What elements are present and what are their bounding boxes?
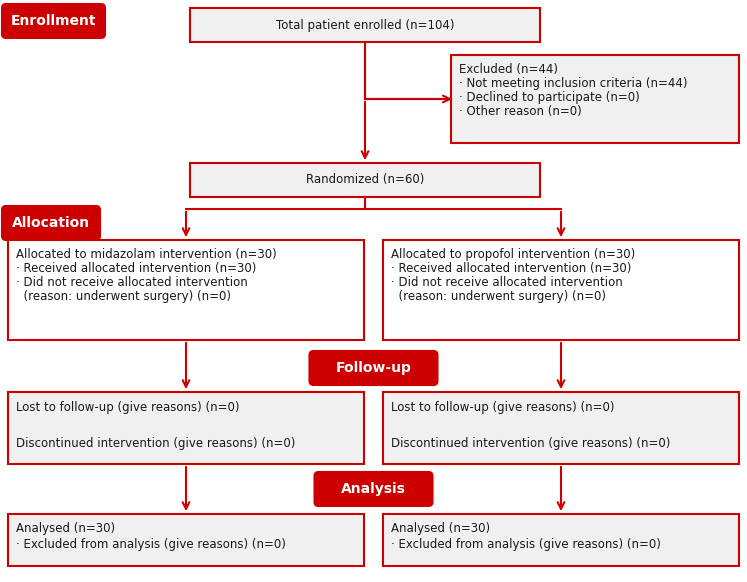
Bar (8, 514, 364, 566)
Text: Excluded (n=44): Excluded (n=44) (459, 63, 558, 76)
Text: · Received allocated intervention (n=30): · Received allocated intervention (n=30) (391, 262, 631, 275)
Bar (8, 240, 364, 340)
Text: Allocated to midazolam intervention (n=30): Allocated to midazolam intervention (n=3… (16, 248, 276, 261)
Bar (190, 8, 540, 42)
Bar (383, 392, 739, 464)
Text: · Did not receive allocated intervention: · Did not receive allocated intervention (16, 276, 248, 289)
FancyBboxPatch shape (309, 351, 438, 385)
FancyBboxPatch shape (2, 4, 105, 38)
Text: (reason: underwent surgery) (n=0): (reason: underwent surgery) (n=0) (16, 290, 231, 303)
Text: Discontinued intervention (give reasons) (n=0): Discontinued intervention (give reasons)… (391, 437, 670, 450)
Text: Lost to follow-up (give reasons) (n=0): Lost to follow-up (give reasons) (n=0) (16, 401, 240, 414)
Bar (383, 514, 739, 566)
Text: Allocated to propofol intervention (n=30): Allocated to propofol intervention (n=30… (391, 248, 635, 261)
Text: Analysed (n=30): Analysed (n=30) (391, 522, 490, 535)
Text: · Received allocated intervention (n=30): · Received allocated intervention (n=30) (16, 262, 256, 275)
Text: Total patient enrolled (n=104): Total patient enrolled (n=104) (276, 19, 454, 31)
Text: Enrollment: Enrollment (10, 14, 96, 28)
Text: · Did not receive allocated intervention: · Did not receive allocated intervention (391, 276, 623, 289)
Text: · Excluded from analysis (give reasons) (n=0): · Excluded from analysis (give reasons) … (391, 538, 661, 551)
Bar (190, 163, 540, 197)
Text: · Other reason (n=0): · Other reason (n=0) (459, 105, 582, 118)
Bar (451, 55, 739, 143)
Text: Discontinued intervention (give reasons) (n=0): Discontinued intervention (give reasons)… (16, 437, 295, 450)
Text: Randomized (n=60): Randomized (n=60) (306, 173, 424, 186)
Bar (383, 240, 739, 340)
Text: (reason: underwent surgery) (n=0): (reason: underwent surgery) (n=0) (391, 290, 606, 303)
Text: Allocation: Allocation (12, 216, 90, 230)
Text: · Not meeting inclusion criteria (n=44): · Not meeting inclusion criteria (n=44) (459, 77, 687, 90)
FancyBboxPatch shape (2, 206, 100, 240)
Text: Analysis: Analysis (341, 482, 406, 496)
Text: Follow-up: Follow-up (335, 361, 412, 375)
Text: · Declined to participate (n=0): · Declined to participate (n=0) (459, 91, 639, 104)
FancyBboxPatch shape (314, 472, 433, 506)
Text: Analysed (n=30): Analysed (n=30) (16, 522, 115, 535)
Text: Lost to follow-up (give reasons) (n=0): Lost to follow-up (give reasons) (n=0) (391, 401, 615, 414)
Bar (8, 392, 364, 464)
Text: · Excluded from analysis (give reasons) (n=0): · Excluded from analysis (give reasons) … (16, 538, 286, 551)
